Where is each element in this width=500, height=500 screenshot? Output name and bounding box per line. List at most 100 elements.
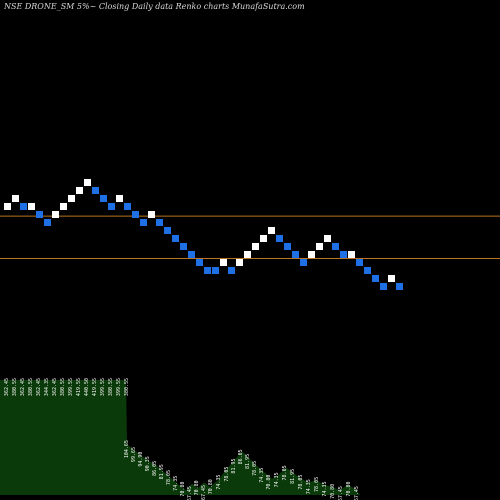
- value-label: 78.05: [282, 465, 288, 480]
- renko-brick-down: [188, 251, 195, 258]
- value-label: 74.35: [274, 472, 280, 487]
- renko-brick-up: [260, 235, 267, 242]
- value-label: 380.55: [60, 378, 66, 396]
- renko-brick-up: [68, 195, 75, 202]
- renko-brick-up: [244, 251, 251, 258]
- value-label: 380.55: [28, 378, 34, 396]
- value-label: 78.05: [166, 470, 172, 485]
- value-label: 70.80: [180, 482, 186, 497]
- value-labels: 362.45 380.55 362.45 380.55 362.45 344.35 362.…: [4, 378, 360, 500]
- value-label: 74.35: [173, 476, 179, 491]
- value-label: 362.45: [20, 378, 26, 396]
- value-label: 99.65: [131, 447, 137, 462]
- renko-brick-up: [268, 227, 275, 234]
- volume-fill: [0, 380, 360, 495]
- value-label: 362.45: [52, 378, 58, 396]
- value-label: 419.55: [76, 378, 82, 396]
- value-label: 67.45: [201, 485, 207, 500]
- renko-brick-down: [380, 283, 387, 290]
- renko-brick-down: [132, 211, 139, 218]
- renko-brick-up: [348, 251, 355, 258]
- renko-brick-up: [252, 243, 259, 250]
- renko-brick-down: [292, 251, 299, 258]
- renko-brick-down: [124, 203, 131, 210]
- value-label: 81.95: [290, 469, 296, 484]
- value-label: 67.45: [338, 486, 344, 500]
- value-label: 74.35: [322, 482, 328, 497]
- renko-brick-down: [356, 259, 363, 266]
- value-label: 70.80: [330, 484, 336, 499]
- renko-brick-up: [12, 195, 19, 202]
- value-label: 399.55: [100, 378, 106, 396]
- renko-brick-down: [196, 259, 203, 266]
- value-label: 399.55: [68, 378, 74, 396]
- renko-brick-down: [108, 203, 115, 210]
- renko-brick-up: [4, 203, 11, 210]
- value-label: 78.05: [252, 461, 258, 476]
- value-label: 380.55: [124, 378, 130, 396]
- renko-brick-down: [92, 187, 99, 194]
- value-label: 362.45: [36, 378, 42, 396]
- value-label: 90.35: [145, 456, 151, 471]
- value-label: 78.05: [298, 475, 304, 490]
- value-label: 74.35: [216, 475, 222, 490]
- value-label: 74.35: [306, 479, 312, 494]
- renko-brick-down: [212, 267, 219, 274]
- renko-brick-up: [52, 211, 59, 218]
- renko-brick-up: [388, 275, 395, 282]
- renko-brick-up: [60, 203, 67, 210]
- renko-brick-down: [228, 267, 235, 274]
- value-label: 86.05: [238, 449, 244, 464]
- chart-title: NSE DRONE_SM 5%~ Closing Daily data Renk…: [4, 2, 305, 11]
- value-label: 67.45: [354, 486, 360, 500]
- value-label: 380.55: [12, 378, 18, 396]
- reference-lines: [0, 215, 500, 259]
- renko-brick-up: [308, 251, 315, 258]
- value-label: 362.45: [4, 378, 10, 396]
- renko-brick-down: [396, 283, 403, 290]
- renko-brick-down: [300, 259, 307, 266]
- renko-brick-down: [276, 235, 283, 242]
- renko-brick-down: [44, 219, 51, 226]
- value-label: 104.65: [124, 440, 130, 458]
- value-label: 81.95: [231, 459, 237, 474]
- renko-brick-down: [340, 251, 347, 258]
- value-label: 399.55: [116, 378, 122, 396]
- value-label: 70.80: [194, 480, 200, 495]
- value-label: 70.80: [208, 479, 214, 494]
- value-label: 94.90: [138, 452, 144, 467]
- value-label: 380.55: [108, 378, 114, 396]
- volume-area: [0, 380, 360, 495]
- value-label: 440.50: [84, 378, 90, 396]
- value-label: 81.95: [159, 464, 165, 479]
- value-label: 70.80: [266, 475, 272, 490]
- renko-brick-up: [84, 179, 91, 186]
- value-label: 419.55: [92, 378, 98, 396]
- renko-brick-down: [172, 235, 179, 242]
- renko-brick-down: [100, 195, 107, 202]
- value-label: 74.35: [259, 468, 265, 483]
- value-label: 67.45: [187, 486, 193, 500]
- renko-brick-down: [204, 267, 211, 274]
- renko-brick-down: [284, 243, 291, 250]
- renko-brick-down: [36, 211, 43, 218]
- renko-brick-up: [148, 211, 155, 218]
- renko-brick-up: [116, 195, 123, 202]
- renko-brick-down: [140, 219, 147, 226]
- renko-brick-down: [180, 243, 187, 250]
- renko-brick-up: [236, 259, 243, 266]
- value-label: 78.05: [314, 477, 320, 492]
- renko-brick-up: [28, 203, 35, 210]
- renko-brick-up: [220, 259, 227, 266]
- renko-brick-down: [364, 267, 371, 274]
- renko-brick-down: [332, 243, 339, 250]
- renko-brick-up: [76, 187, 83, 194]
- value-label: 78.05: [224, 467, 230, 482]
- value-label: 344.35: [44, 378, 50, 396]
- value-label: 70.80: [346, 482, 352, 497]
- renko-brick-up: [316, 243, 323, 250]
- value-label: 81.95: [245, 454, 251, 469]
- value-label: 86.05: [152, 461, 158, 476]
